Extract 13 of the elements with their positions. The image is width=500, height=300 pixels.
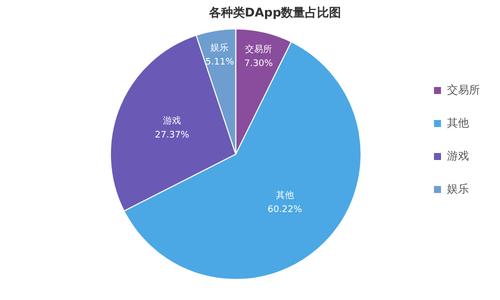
legend-label: 游戏 [447, 149, 469, 162]
chart-title: 各种类DApp数量占比图 [208, 5, 342, 20]
legend-label: 其他 [447, 116, 469, 130]
slice-label: 其他 [276, 190, 294, 201]
legend-label: 娱乐 [447, 182, 469, 196]
data-label: 27.37% [154, 130, 190, 140]
data-label: 60.22% [268, 205, 302, 215]
slice-label: 游戏 [163, 115, 182, 126]
legend-label: 交易所 [447, 83, 480, 96]
slice-label: 交易所 [245, 44, 272, 55]
data-label: 5.11% [205, 58, 234, 68]
slice-label: 娱乐 [210, 42, 229, 54]
data-label: 7.30% [244, 58, 274, 69]
